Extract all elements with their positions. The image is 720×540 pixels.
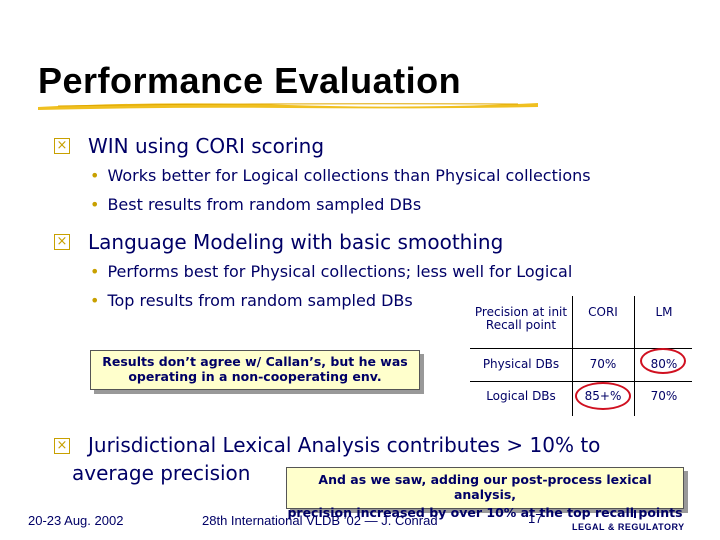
logo-mark-icon <box>634 510 636 518</box>
sub-bullet: • Best results from random sampled DBs <box>90 195 421 214</box>
sub-bullet: • Performs best for Physical collections;… <box>90 262 572 281</box>
table-cell: 70% <box>650 389 678 403</box>
table-divider <box>470 381 692 382</box>
dot-bullet-icon: • <box>90 262 100 281</box>
footer-logo: LEGAL & REGULATORY <box>572 522 685 532</box>
highlight-ring <box>640 348 686 374</box>
sub-bullet: • Top results from random sampled DBs <box>90 291 413 310</box>
footer-page-number: 17 <box>528 511 543 526</box>
table-header-cell: CORI <box>588 305 618 319</box>
table-row-label: Logical DBs <box>486 389 556 403</box>
precision-table: Precision at init Recall point CORI LM P… <box>470 296 692 416</box>
lexical-analysis-note: And as we saw, adding our post-process l… <box>286 467 684 520</box>
highlight-ring <box>575 382 631 410</box>
sub-bullet: • Works better for Logical collections th… <box>90 166 591 185</box>
table-row-label: Physical DBs <box>482 357 560 371</box>
note-line: And as we saw, adding our post-process l… <box>318 472 652 502</box>
sub-bullet-text: Performs best for Physical collections; … <box>107 262 573 281</box>
note-line: operating in a non-cooperating env. <box>128 369 382 384</box>
bullet-language-modeling: Language Modeling with basic smoothing <box>88 230 504 254</box>
x-bullet-icon: × <box>54 438 70 454</box>
dot-bullet-icon: • <box>90 195 100 214</box>
sub-bullet-text: Works better for Logical collections tha… <box>107 166 591 185</box>
footer-conference: 28th International VLDB ’02 — J. Conrad <box>202 513 438 528</box>
bullet-win-cori: WIN using CORI scoring <box>88 134 325 158</box>
sub-bullet-text: Best results from random sampled DBs <box>107 195 422 214</box>
footer-date: 20-23 Aug. 2002 <box>28 513 124 528</box>
note-line: precision increased by over 10% at the t… <box>287 505 683 520</box>
title-underline <box>38 103 538 110</box>
table-header-cell: LM <box>655 305 673 319</box>
dot-bullet-icon: • <box>90 166 100 185</box>
sub-bullet-text: Top results from random sampled DBs <box>107 291 413 310</box>
callan-note: Results don’t agree w/ Callan’s, but he … <box>90 350 420 390</box>
note-line: Results don’t agree w/ Callan’s, but he … <box>102 354 408 369</box>
table-divider <box>470 348 692 349</box>
slide-title: Performance Evaluation <box>38 60 462 101</box>
x-bullet-icon: × <box>54 234 70 250</box>
bullet-jurisdictional-cont: average precision <box>72 461 251 485</box>
table-cell: 70% <box>589 357 617 371</box>
dot-bullet-icon: • <box>90 291 100 310</box>
table-header-cell: Precision at init Recall point <box>474 305 568 332</box>
table-divider <box>634 296 635 416</box>
table-divider <box>572 296 573 416</box>
x-bullet-icon: × <box>54 138 70 154</box>
bullet-jurisdictional: Jurisdictional Lexical Analysis contribu… <box>88 433 601 457</box>
